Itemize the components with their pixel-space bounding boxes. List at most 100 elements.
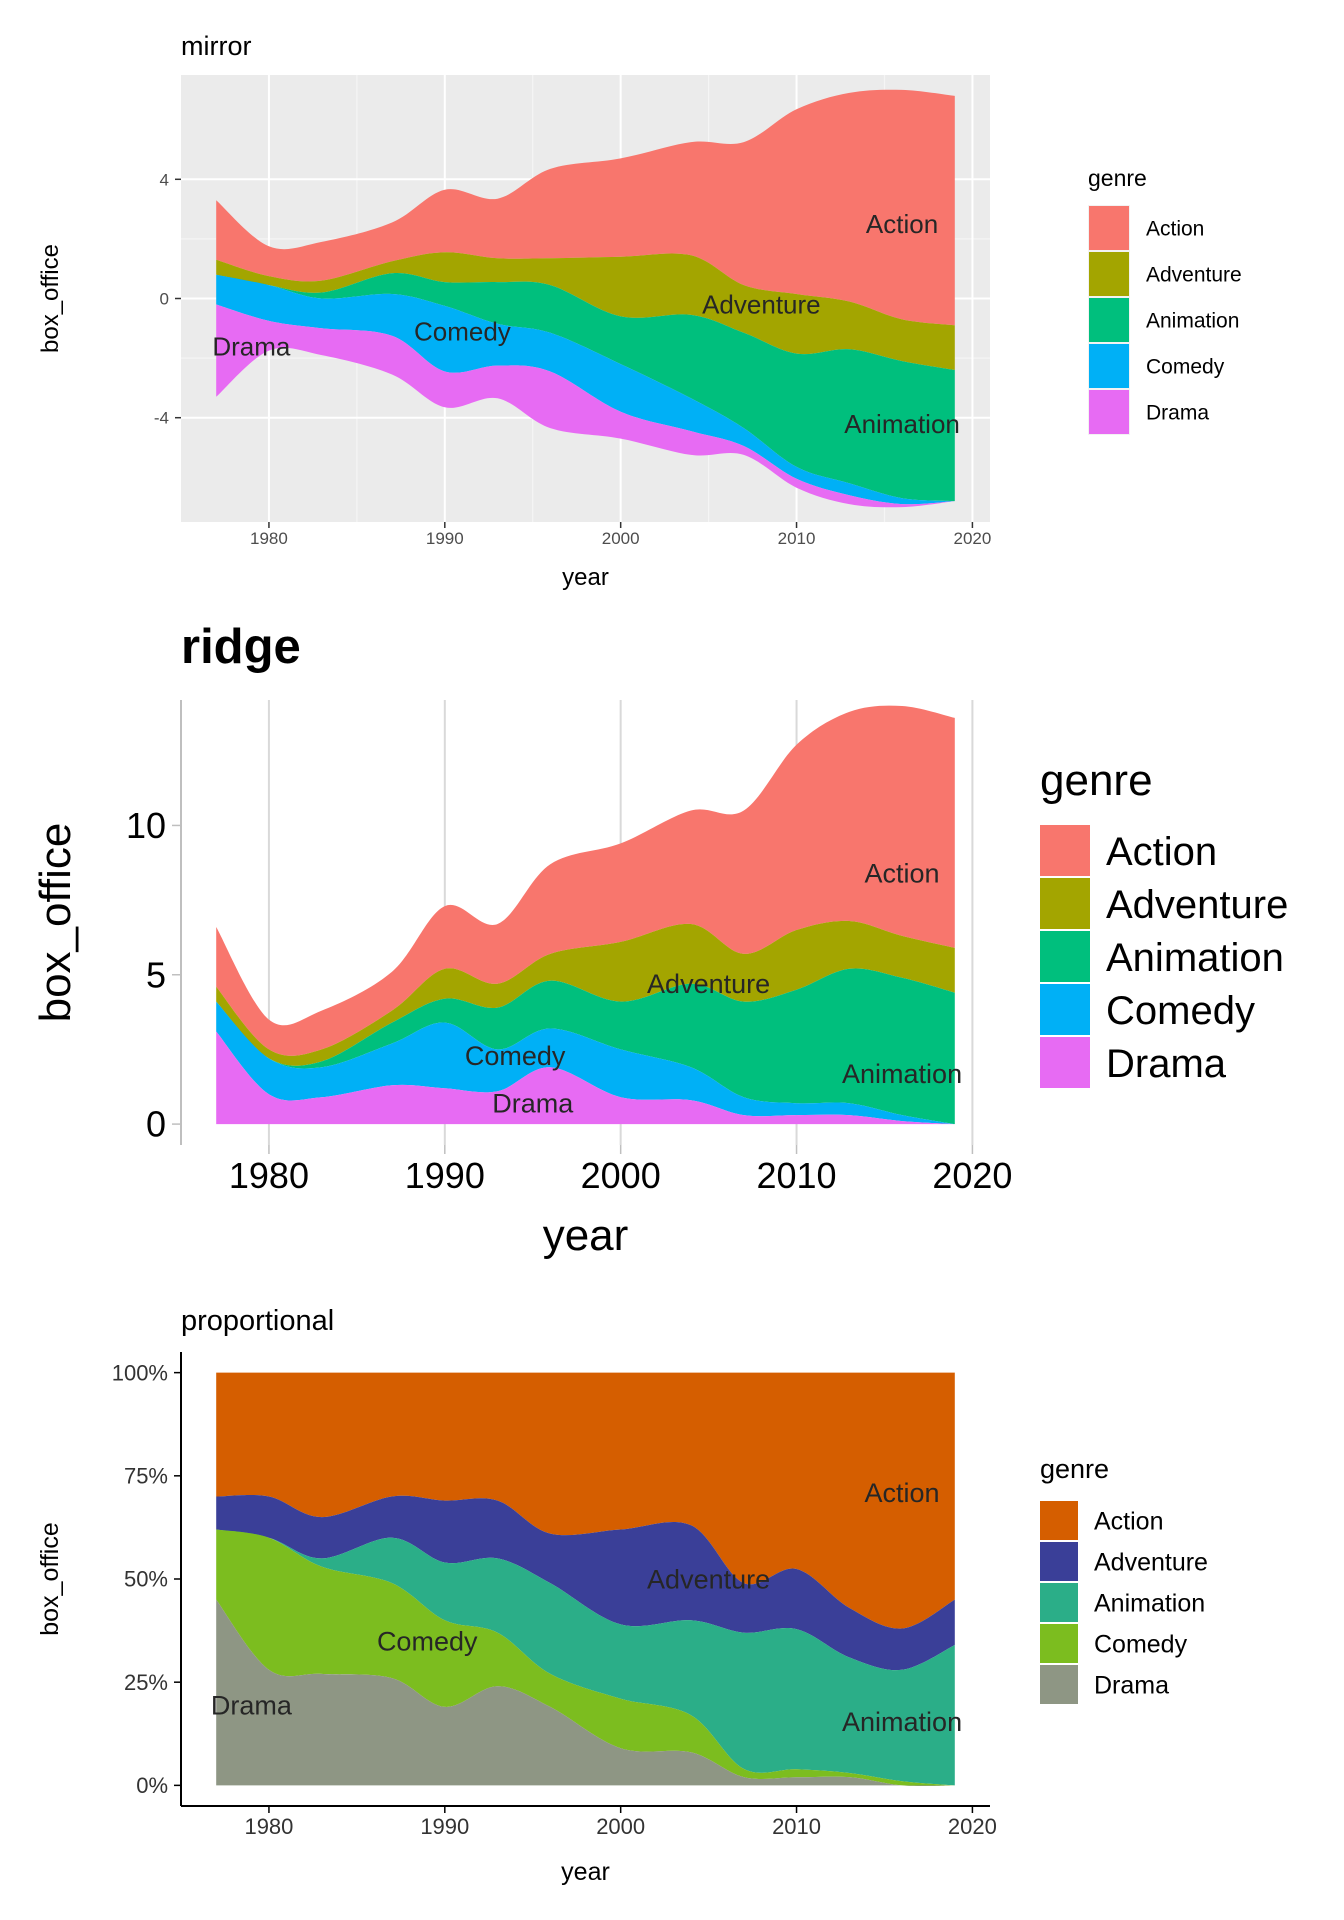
area-drama [216, 304, 955, 508]
legend-swatch [1089, 390, 1129, 434]
legend-swatch [1040, 1501, 1078, 1540]
legend: genre Action Adventure Animation Comedy Drama [1040, 756, 1288, 1088]
legend-swatch [1040, 1624, 1078, 1663]
legend-swatch [1089, 206, 1129, 250]
legend-title: genre [1040, 1454, 1109, 1484]
area-comedy [216, 274, 955, 505]
series-label: Animation [842, 1059, 962, 1089]
x-axis-title: year [562, 564, 609, 591]
legend-swatch [1089, 298, 1129, 342]
area-action [216, 705, 955, 1056]
y-axis-title: box_office [36, 1522, 64, 1636]
x-tick-label: 2020 [932, 1155, 1012, 1196]
y-tick-label: 10 [126, 805, 166, 846]
area-comedy [216, 1529, 955, 1786]
series-label: Animation [842, 1707, 962, 1737]
legend-swatch [1040, 931, 1090, 982]
x-tick-label: 1990 [426, 529, 464, 548]
legend-title: genre [1040, 756, 1153, 805]
chart-title: proportional [181, 1305, 334, 1337]
x-tick-label: 2010 [778, 529, 816, 548]
series-label: Action [865, 1478, 940, 1508]
y-tick-label: 0 [146, 1104, 166, 1145]
area-drama [216, 1031, 955, 1125]
y-axis-title: box_office [37, 244, 64, 353]
legend-swatch [1089, 344, 1129, 388]
legend-label: Drama [1146, 402, 1209, 425]
series-label: Adventure [647, 969, 770, 999]
legend-label: Drama [1094, 1672, 1169, 1700]
legend-label: Action [1094, 1508, 1163, 1536]
series-label: Comedy [414, 316, 511, 346]
x-tick-label: 2000 [581, 1155, 661, 1196]
series-label: Comedy [377, 1626, 478, 1656]
legend-label: Drama [1106, 1042, 1227, 1086]
area-action [216, 1372, 955, 1629]
area-adventure [216, 1494, 955, 1671]
series-label: Action [866, 209, 938, 239]
chart-title: ridge [181, 620, 301, 674]
series-label: Adventure [702, 290, 821, 320]
x-tick-label: 2000 [596, 1814, 645, 1839]
legend-label: Comedy [1146, 356, 1225, 379]
chart-mirror: 1980 1990 2000 2010 2020 -4 0 4 mirror year box_of… [37, 31, 1242, 591]
legend-swatch [1040, 825, 1090, 876]
legend-swatch [1040, 878, 1090, 929]
y-tick-label: 5 [146, 954, 166, 995]
series-label: Drama [492, 1089, 574, 1119]
y-tick-label: 0% [136, 1773, 168, 1798]
series-label: Animation [844, 409, 960, 439]
area-animation [216, 1529, 955, 1786]
y-tick-label: 0 [160, 289, 169, 308]
y-tick-label: 75% [124, 1464, 168, 1489]
x-tick-label: 2010 [772, 1814, 821, 1839]
legend-swatch [1089, 252, 1129, 296]
area-drama [216, 1599, 955, 1786]
legend-label: Comedy [1094, 1631, 1188, 1659]
series-label: Drama [211, 1690, 293, 1720]
legend: genre Action Adventure Animation Comedy Drama [1040, 1454, 1208, 1704]
x-tick-label: 1990 [420, 1814, 469, 1839]
legend-label: Adventure [1106, 883, 1288, 927]
x-tick-label: 2020 [953, 529, 991, 548]
chart-ridge: 1980 1990 2000 2010 2020 0 5 10 ridge year box_off… [31, 620, 1288, 1260]
x-axis-title: year [561, 1858, 610, 1886]
legend-label: Animation [1106, 936, 1284, 980]
legend-label: Adventure [1146, 264, 1242, 287]
legend-swatch [1040, 1037, 1090, 1088]
series-label: Action [865, 859, 940, 889]
x-axis-title: year [543, 1211, 629, 1260]
series-label: Adventure [647, 1564, 770, 1594]
y-tick-label: 4 [160, 170, 169, 189]
legend: genre Action Adventure Animation Comedy Drama [1088, 165, 1242, 435]
area-animation [216, 272, 955, 502]
area-adventure [216, 252, 955, 370]
area-comedy [216, 1001, 955, 1125]
series-label: Comedy [465, 1041, 566, 1071]
area-action [216, 89, 955, 326]
legend-label: Comedy [1106, 989, 1255, 1033]
legend-swatch [1040, 984, 1090, 1035]
legend-swatch [1040, 1583, 1078, 1622]
x-tick-label: 2010 [756, 1155, 836, 1196]
chart-proportional: 1980 1990 2000 2010 2020 0% 25% 50% 75% 100% propo… [36, 1305, 1208, 1886]
y-tick-label: 50% [124, 1567, 168, 1592]
x-tick-label: 2000 [602, 529, 640, 548]
legend-label: Adventure [1094, 1549, 1208, 1577]
area-adventure [216, 920, 955, 1066]
y-axis-title: box_office [31, 823, 80, 1023]
legend-label: Action [1106, 830, 1217, 874]
chart-title: mirror [181, 31, 251, 61]
y-tick-label: -4 [154, 409, 169, 428]
area-animation [216, 968, 955, 1125]
legend-title: genre [1088, 165, 1147, 191]
x-tick-label: 2020 [948, 1814, 997, 1839]
legend-label: Animation [1146, 310, 1239, 333]
x-tick-label: 1980 [244, 1814, 293, 1839]
legend-swatch [1040, 1665, 1078, 1704]
x-tick-label: 1980 [229, 1155, 309, 1196]
series-label: Drama [212, 331, 291, 361]
legend-swatch [1040, 1542, 1078, 1581]
legend-label: Animation [1094, 1590, 1205, 1618]
